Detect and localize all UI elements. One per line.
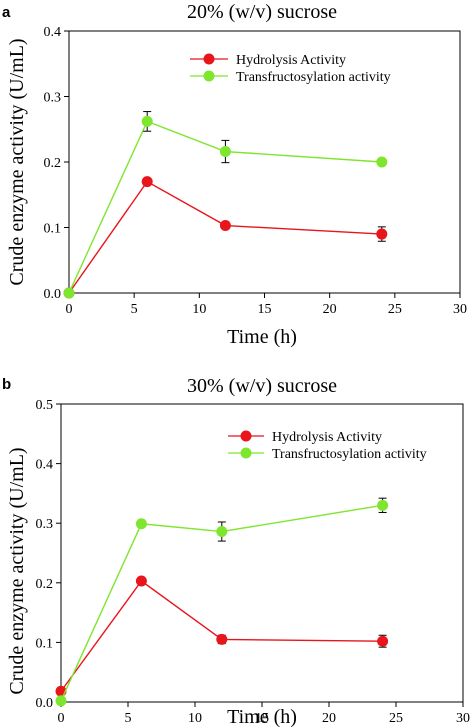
chart-title: 20% (w/v) sucrose (187, 1, 337, 23)
legend-label-hydrolysis: Hydrolysis Activity (236, 53, 346, 68)
panel-a: a 20% (w/v) sucrose Time (h) Crude enzym… (2, 1, 467, 348)
data-point-transfructosylation (376, 156, 388, 168)
y-tick-label: 0.4 (44, 25, 62, 40)
y-axis-label: Crude enzyme activity (U/mL) (6, 38, 28, 285)
y-tick-label: 0.2 (36, 577, 54, 592)
data-point-transfructosylation (63, 287, 75, 299)
data-point-hydrolysis (219, 220, 231, 232)
data-point-transfructosylation (55, 695, 67, 707)
y-tick-label: 0.2 (44, 156, 62, 171)
y-tick-label: 0.3 (36, 517, 54, 532)
legend-marker-transfructosylation (240, 447, 252, 459)
data-point-hydrolysis (135, 575, 147, 587)
data-point-transfructosylation (216, 526, 228, 538)
y-tick-label: 0.0 (36, 696, 54, 711)
y-tick-label: 0.0 (44, 287, 62, 302)
y-tick-label: 0.1 (44, 222, 62, 237)
x-axis-label: Time (h) (227, 326, 297, 348)
legend: Hydrolysis Activity Transfructosylation … (190, 53, 391, 85)
data-point-hydrolysis (377, 635, 389, 647)
x-tick-label: 15 (258, 302, 272, 317)
x-tick-label: 15 (255, 711, 269, 726)
data-point-hydrolysis (216, 633, 228, 645)
data-point-transfructosylation (141, 115, 153, 127)
x-tick-label: 5 (125, 711, 132, 726)
series-line-hydrolysis (60, 580, 383, 692)
legend-marker-hydrolysis (203, 53, 215, 65)
y-tick-label: 0.5 (36, 398, 54, 413)
series-line-transfructosylation (60, 504, 383, 702)
y-tick-label: 0.4 (36, 458, 54, 473)
panel-label: a (2, 4, 11, 21)
legend-marker-transfructosylation (203, 70, 215, 82)
x-tick-label: 5 (131, 302, 138, 317)
x-tick-label: 25 (388, 302, 402, 317)
y-tick-label: 0.3 (44, 91, 62, 106)
x-tick-label: 20 (322, 711, 336, 726)
data-point-hydrolysis (141, 176, 153, 188)
legend-label-hydrolysis: Hydrolysis Activity (272, 430, 382, 445)
x-tick-label: 10 (192, 302, 206, 317)
data-point-transfructosylation (219, 146, 231, 158)
data-point-transfructosylation (377, 499, 389, 511)
chart-title: 30% (w/v) sucrose (187, 375, 337, 397)
x-tick-label: 0 (66, 302, 73, 317)
legend-label-transfructosylation: Transfructosylation activity (236, 70, 391, 85)
x-tick-label: 0 (58, 711, 65, 726)
x-tick-label: 10 (188, 711, 202, 726)
data-point-transfructosylation (135, 518, 147, 530)
series-line-hydrolysis (68, 180, 382, 294)
x-tick-label: 25 (389, 711, 403, 726)
x-tick-label: 30 (453, 302, 467, 317)
x-tick-label: 30 (456, 711, 470, 726)
panel-b: b 30% (w/v) sucrose Time (h) Crude enzym… (2, 375, 470, 727)
y-axis-label: Crude enzyme activity (U/mL) (6, 447, 28, 694)
data-point-hydrolysis (376, 228, 388, 240)
y-tick-label: 0.1 (36, 636, 54, 651)
legend-marker-hydrolysis (240, 430, 252, 442)
x-axis-label: Time (h) (227, 706, 297, 727)
x-tick-label: 20 (323, 302, 337, 317)
panel-label: b (2, 376, 11, 393)
legend-label-transfructosylation: Transfructosylation activity (272, 447, 427, 462)
legend: Hydrolysis Activity Transfructosylation … (228, 430, 427, 462)
series-line-transfructosylation (68, 120, 382, 294)
